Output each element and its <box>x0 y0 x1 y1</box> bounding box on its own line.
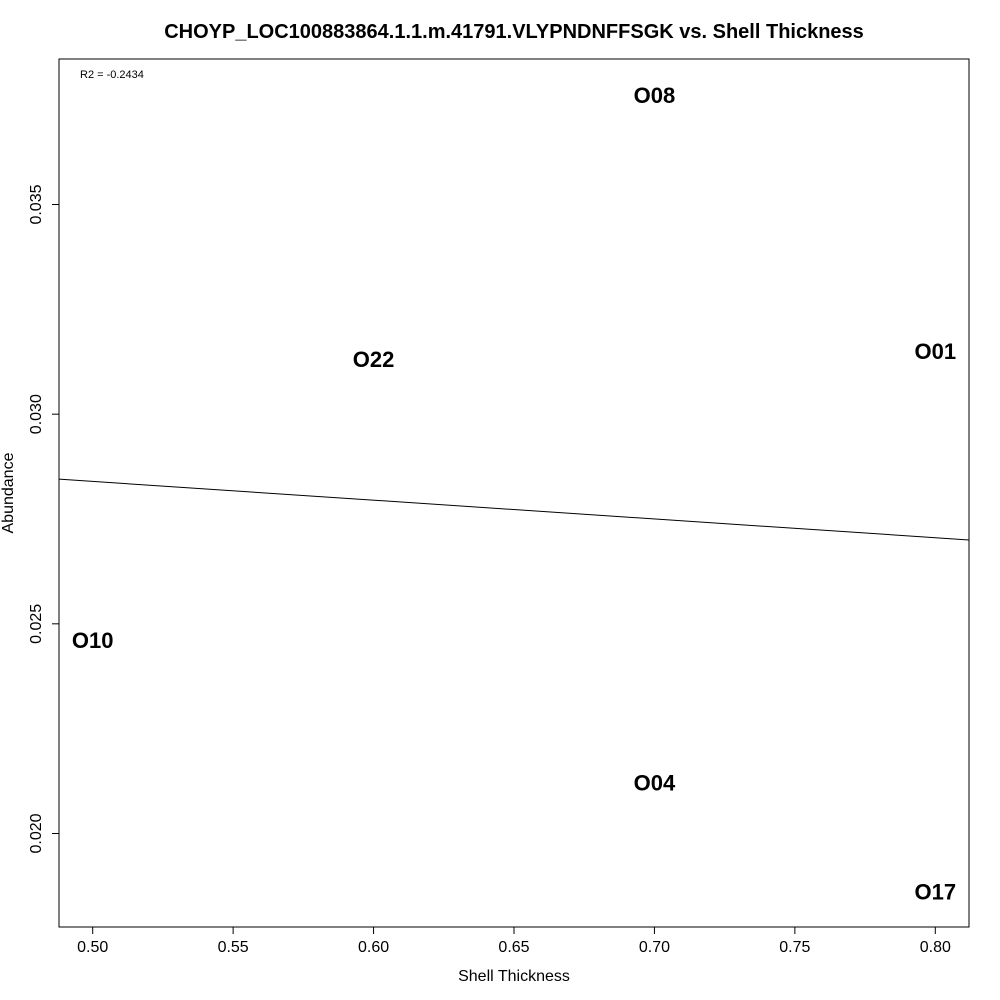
data-points-layer: O08 O22 O01 O10 O04 O17 <box>72 83 956 905</box>
x-tick-label: 0.70 <box>639 939 670 956</box>
y-tick-label: 0.035 <box>28 184 45 224</box>
x-tick-label: 0.65 <box>498 939 529 956</box>
x-axis-title: Shell Thickness <box>458 968 570 985</box>
x-tick-label: 0.80 <box>920 939 951 956</box>
data-point-label: O04 <box>634 771 676 796</box>
y-axis: 0.020 0.025 0.030 0.035 <box>28 184 59 854</box>
x-tick-label: 0.55 <box>218 939 249 956</box>
plot-frame <box>58 58 970 928</box>
data-point-label: O01 <box>914 339 956 364</box>
r2-annotation: R2 = -0.2434 <box>80 69 144 81</box>
y-tick-label: 0.025 <box>28 604 45 644</box>
y-axis-title: Abundance <box>0 452 17 533</box>
data-point-label: O17 <box>914 880 956 905</box>
data-point-label: O22 <box>353 347 395 372</box>
regression-line-layer <box>58 478 970 541</box>
data-point-label: O08 <box>634 83 676 108</box>
y-tick-label: 0.020 <box>28 813 45 853</box>
x-axis: 0.50 0.55 0.60 0.65 0.70 0.75 0.80 <box>77 927 951 956</box>
x-tick-label: 0.60 <box>358 939 389 956</box>
x-tick-label: 0.50 <box>77 939 108 956</box>
regression-line <box>58 478 970 541</box>
y-tick-label: 0.030 <box>28 394 45 434</box>
x-tick-label: 0.75 <box>779 939 810 956</box>
data-point-label: O10 <box>72 628 114 653</box>
chart-title: CHOYP_LOC100883864.1.1.m.41791.VLYPNDNFF… <box>164 21 864 43</box>
